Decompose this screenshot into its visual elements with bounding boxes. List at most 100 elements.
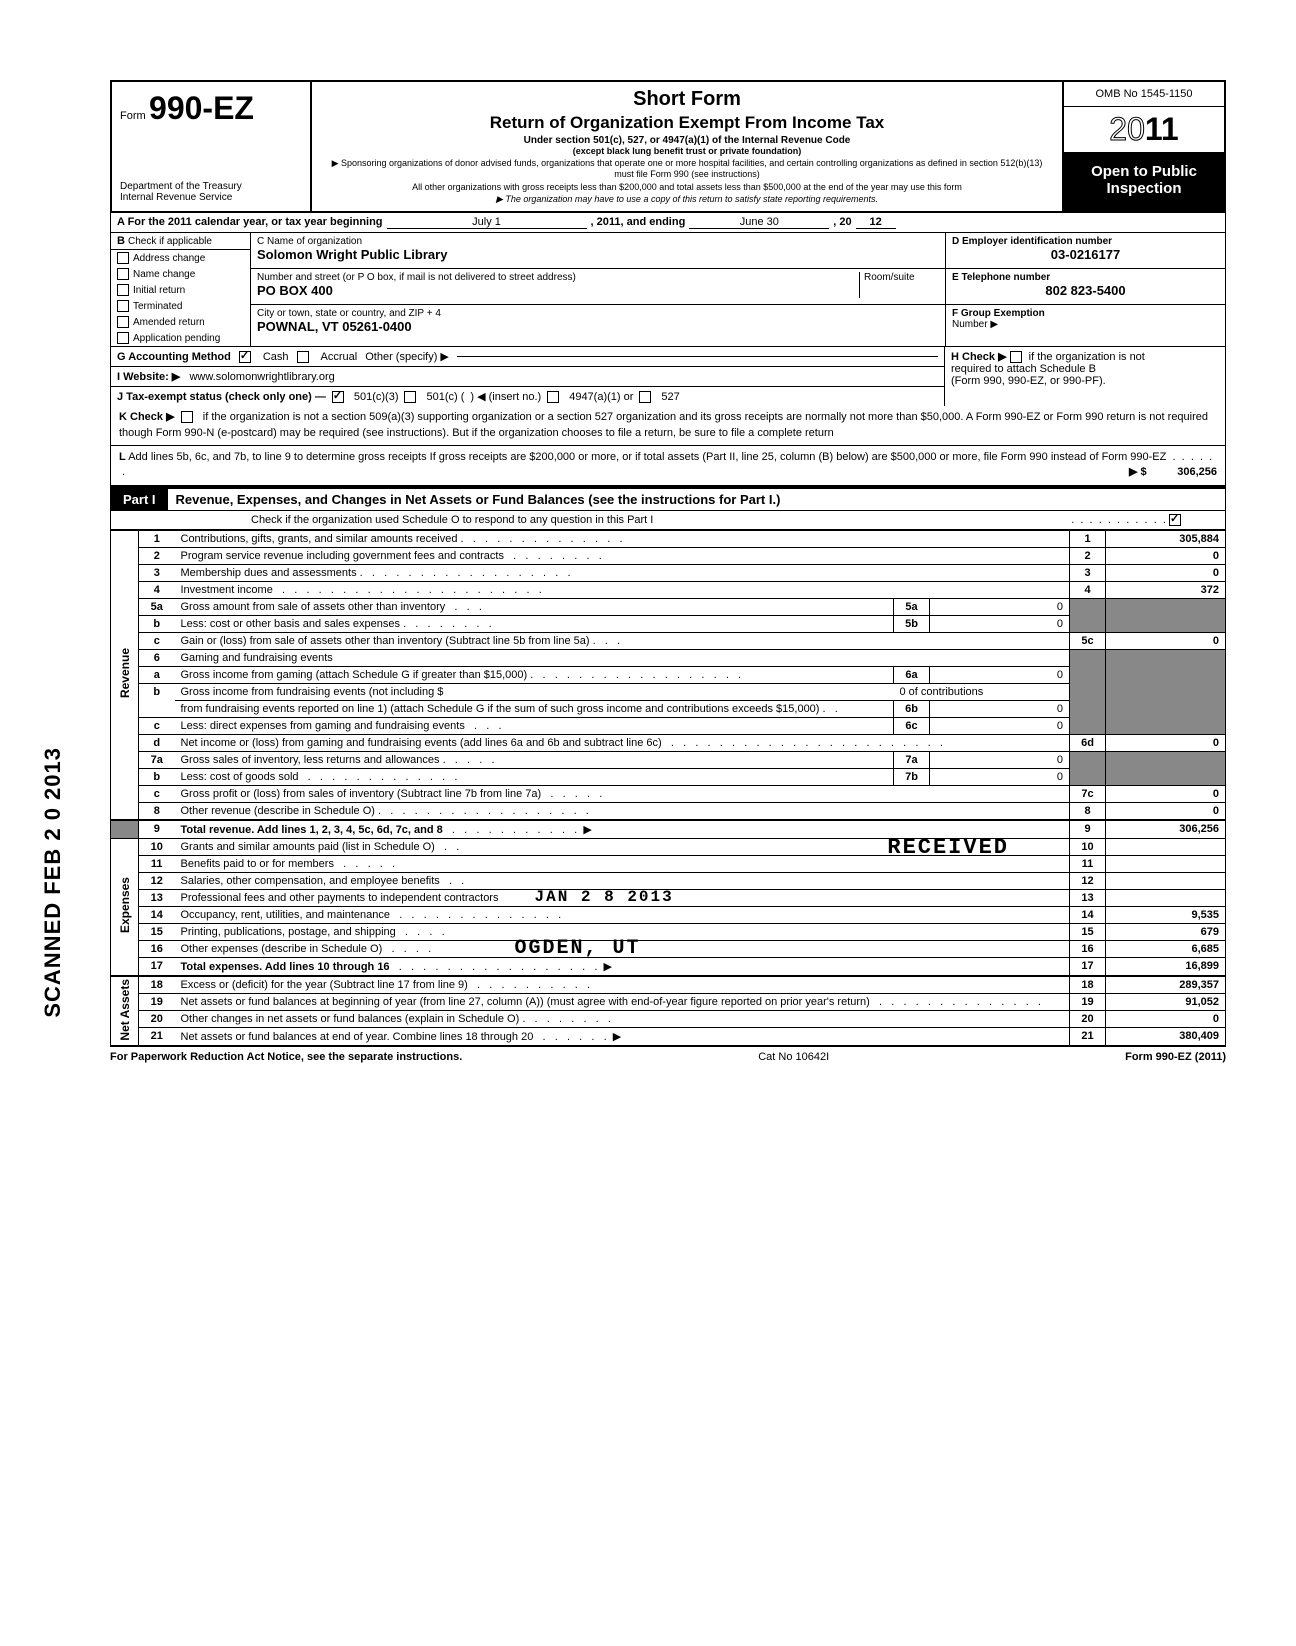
- label-527: 527: [661, 391, 679, 403]
- line6a-desc: Gross income from gaming (attach Schedul…: [181, 669, 528, 681]
- other-specify-line[interactable]: [457, 356, 938, 357]
- note3: ▶ The organization may have to use a cop…: [322, 194, 1052, 205]
- line5a-num: 5a: [139, 598, 175, 615]
- form-ref: Form 990-EZ (2011): [1125, 1051, 1226, 1063]
- tax-year: 2011: [1064, 107, 1224, 153]
- city-label: City or town, state or country, and ZIP …: [257, 308, 939, 319]
- footer-row: For Paperwork Reduction Act Notice, see …: [110, 1047, 1226, 1067]
- line6c-subval: 0: [930, 717, 1070, 734]
- line6-num: 6: [139, 649, 175, 666]
- j-label: J Tax-exempt status (check only one) —: [117, 391, 326, 403]
- line9-val: 306,256: [1106, 820, 1226, 839]
- begin-date: July 1: [387, 216, 587, 229]
- paperwork-notice: For Paperwork Reduction Act Notice, see …: [110, 1051, 462, 1063]
- phone-cell: E Telephone number 802 823-5400: [946, 269, 1225, 305]
- line7c-box: 7c: [1070, 785, 1106, 802]
- section-b-checks: B Check if applicable Address change Nam…: [111, 233, 251, 346]
- line7b-subval: 0: [930, 768, 1070, 785]
- line17-num: 17: [139, 957, 175, 976]
- line5a-desc: Gross amount from sale of assets other t…: [181, 601, 446, 613]
- revenue-section-label: Revenue: [111, 530, 139, 820]
- line3-val: 0: [1106, 564, 1226, 581]
- note1: ▶ Sponsoring organizations of donor advi…: [322, 158, 1052, 180]
- line9-desc: Total revenue. Add lines 1, 2, 3, 4, 5c,…: [181, 824, 443, 836]
- check-k[interactable]: [181, 411, 193, 423]
- line5b-num: b: [139, 615, 175, 632]
- h-text3: (Form 990, 990-EZ, or 990-PF).: [951, 375, 1219, 387]
- city-value: POWNAL, VT 05261-0400: [257, 319, 939, 334]
- line6a-sub: 6a: [894, 666, 930, 683]
- line11-box: 11: [1070, 855, 1106, 872]
- check-amended[interactable]: [117, 316, 129, 328]
- received-loc-stamp: OGDEN, UT: [515, 937, 641, 960]
- line2-box: 2: [1070, 547, 1106, 564]
- l-amount: 306,256: [1177, 466, 1217, 478]
- line3-box: 3: [1070, 564, 1106, 581]
- line7a-subval: 0: [930, 751, 1070, 768]
- check-address-change[interactable]: [117, 252, 129, 264]
- shade-6-val: [1106, 649, 1226, 734]
- line13-desc: Professional fees and other payments to …: [181, 892, 499, 904]
- cat-number: Cat No 10642I: [758, 1051, 829, 1063]
- line12-box: 12: [1070, 872, 1106, 889]
- org-info-right: D Employer identification number 03-0216…: [945, 233, 1225, 346]
- check-schedule-o[interactable]: [1169, 514, 1181, 526]
- e-label: E Telephone number: [952, 272, 1219, 283]
- line9-box: 9: [1070, 820, 1106, 839]
- line8-desc: Other revenue (describe in Schedule O): [181, 805, 375, 817]
- line16-val: 6,685: [1106, 940, 1226, 957]
- year-outline: 20: [1109, 111, 1145, 147]
- line7a-num: 7a: [139, 751, 175, 768]
- line6-desc: Gaming and fundraising events: [181, 652, 333, 664]
- line1-val: 305,884: [1106, 530, 1226, 547]
- line5a-sub: 5a: [894, 598, 930, 615]
- line7a-desc: Gross sales of inventory, less returns a…: [181, 754, 440, 766]
- part1-title: Revenue, Expenses, and Changes in Net As…: [168, 489, 1225, 510]
- check-cash[interactable]: [239, 351, 251, 363]
- section-k: K Check ▶ if the organization is not a s…: [110, 406, 1226, 446]
- accounting-method-row: G Accounting Method Cash Accrual Other (…: [111, 347, 944, 367]
- subtitle: Under section 501(c), 527, or 4947(a)(1)…: [322, 135, 1052, 146]
- check-terminated[interactable]: [117, 300, 129, 312]
- line20-desc: Other changes in net assets or fund bala…: [181, 1013, 520, 1025]
- h-text: if the organization is not: [1029, 351, 1145, 363]
- line1-desc: Contributions, gifts, grants, and simila…: [181, 533, 458, 545]
- street-label: Number and street (or P O box, if mail i…: [257, 272, 859, 283]
- line14-box: 14: [1070, 906, 1106, 923]
- schedule-o-text: Check if the organization used Schedule …: [251, 514, 653, 526]
- part1-header: Part I Revenue, Expenses, and Changes in…: [110, 487, 1226, 511]
- line8-val: 0: [1106, 802, 1226, 820]
- open-public-1: Open to Public: [1068, 163, 1220, 180]
- line18-desc: Excess or (deficit) for the year (Subtra…: [181, 979, 468, 991]
- line16-box: 16: [1070, 940, 1106, 957]
- check-name-change[interactable]: [117, 268, 129, 280]
- label-other: Other (specify) ▶: [365, 350, 449, 363]
- l-arrow: ▶ $: [1129, 466, 1147, 478]
- line21-desc: Net assets or fund balances at end of ye…: [181, 1031, 534, 1043]
- line7a-sub: 7a: [894, 751, 930, 768]
- shade-rev-end: [111, 820, 139, 839]
- line4-num: 4: [139, 581, 175, 598]
- line6a-num: a: [139, 666, 175, 683]
- check-schedule-b[interactable]: [1010, 351, 1022, 363]
- line19-desc: Net assets or fund balances at beginning…: [181, 996, 870, 1008]
- line5c-desc: Gain or (loss) from sale of assets other…: [181, 635, 590, 647]
- line21-num: 21: [139, 1028, 175, 1047]
- check-accrual[interactable]: [297, 351, 309, 363]
- check-initial-return[interactable]: [117, 284, 129, 296]
- line12-num: 12: [139, 872, 175, 889]
- label-accrual: Accrual: [321, 351, 358, 363]
- check-501c[interactable]: [404, 391, 416, 403]
- l-label: L: [119, 451, 126, 463]
- check-527[interactable]: [639, 391, 651, 403]
- b-label: B: [117, 235, 125, 247]
- note2: All other organizations with gross recei…: [322, 182, 1052, 193]
- f-label2: Number ▶: [952, 319, 1219, 330]
- k-label: K Check ▶: [119, 411, 175, 423]
- street-cell: Number and street (or P O box, if mail i…: [251, 269, 945, 305]
- check-application-pending[interactable]: [117, 332, 129, 344]
- check-4947[interactable]: [547, 391, 559, 403]
- i-label: I Website: ▶: [117, 371, 180, 383]
- check-501c3[interactable]: [332, 391, 344, 403]
- line5c-box: 5c: [1070, 632, 1106, 649]
